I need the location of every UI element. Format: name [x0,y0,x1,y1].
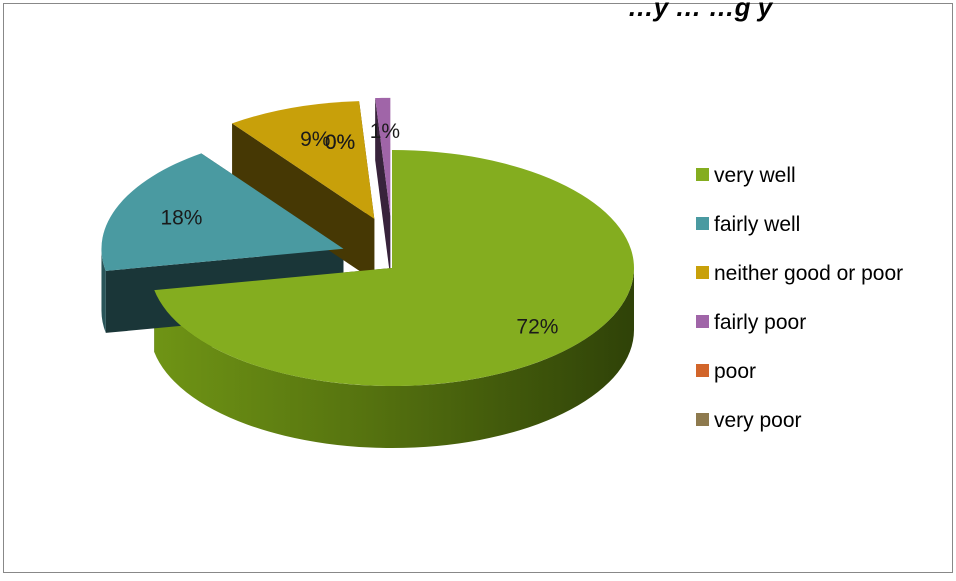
legend-label: neither good or poor [714,262,903,285]
data-label: 18% [160,207,202,230]
slice-wall [232,123,375,281]
slice-rim [101,248,106,333]
pie-slice-neither-good-or-poor [232,101,375,219]
chart-title: …y … …g y [628,0,774,22]
legend-label: fairly well [714,213,800,236]
slice-wall [375,98,391,278]
legend-label: poor [714,360,756,383]
data-label: 72% [516,316,558,339]
data-label: 0% [325,131,355,154]
pie-slice-fairly-well [101,153,344,271]
pie-slice-very-well [154,150,634,386]
legend-swatch [696,217,709,230]
legend-label: fairly poor [714,311,806,334]
legend-swatch [696,364,709,377]
data-labels: 72%18%9% 1%0%0% [160,120,558,339]
legend-swatch [696,266,709,279]
slice-rim [154,268,634,448]
legend-label: very well [714,164,796,187]
legend-swatch [696,315,709,328]
pie-slice-fairly-poor [375,97,391,216]
data-label: 9% [300,128,330,151]
data-label: 0% [325,131,355,154]
data-label: 1% [370,120,400,143]
legend-swatch [696,413,709,426]
legend-label: very poor [714,409,802,432]
chart-border [3,3,953,573]
pie-slices [101,97,634,386]
legend-swatch [696,168,709,181]
legend: very well fairly well neither good or poor… [696,164,903,432]
